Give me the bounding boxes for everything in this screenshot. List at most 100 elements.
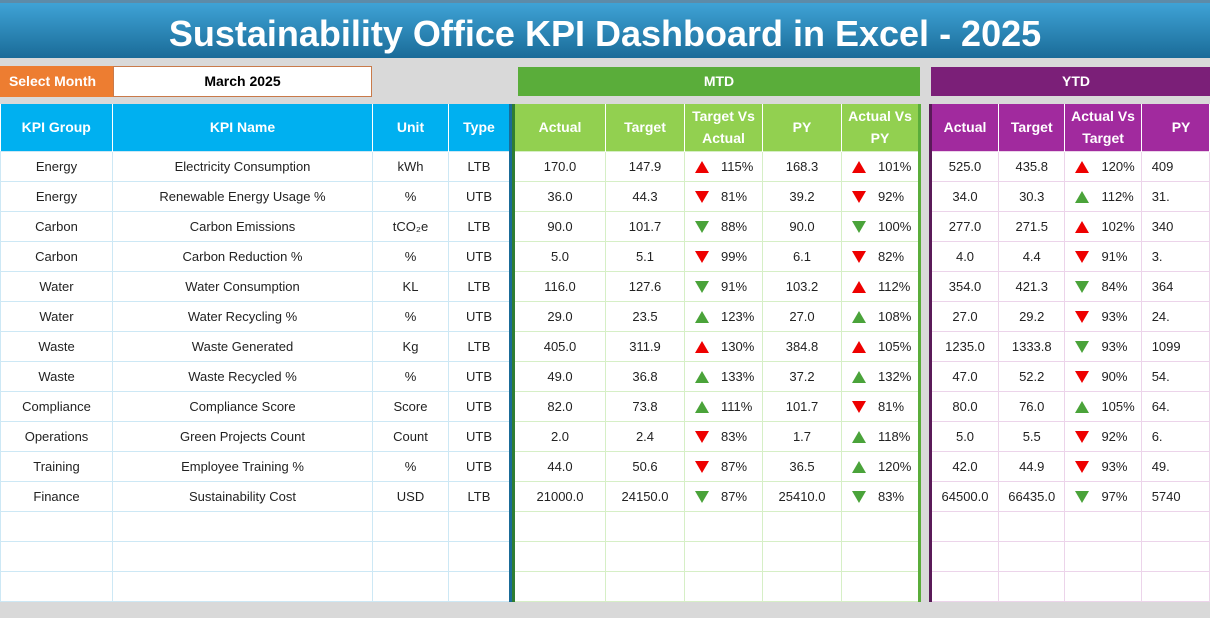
percent-value: 133%: [721, 368, 755, 384]
mtd-py: 39.2: [762, 180, 842, 212]
ytd-actual: 27.0: [929, 300, 1000, 332]
col-mtd-py: PY: [762, 104, 842, 151]
trend-arrow-icon: [1075, 401, 1090, 414]
ytd-target: 435.8: [998, 150, 1066, 182]
ytd-actual-vs-target: 93%: [1064, 300, 1142, 332]
mtd-actual-vs-py: 82%: [841, 240, 920, 272]
mtd-actual-vs-py: 100%: [841, 210, 920, 242]
mtd-actual: 49.0: [513, 360, 606, 392]
mtd-target: 2.4: [605, 420, 685, 452]
percent-value: 91%: [721, 278, 748, 294]
mtd-py: 6.1: [762, 240, 842, 272]
mtd-actual-vs-py: 105%: [841, 330, 920, 362]
type: LTB: [448, 330, 511, 362]
mtd-target: 24150.0: [605, 480, 685, 512]
col-kpi-name: KPI Name: [112, 104, 373, 151]
percent-value: 84%: [1101, 278, 1128, 294]
mtd-py: 384.8: [762, 330, 842, 362]
ytd-row: 34.0 30.3 112% 31.: [929, 180, 1210, 212]
mtd-row: 5.0 5.1 99% 6.1 82%: [513, 240, 920, 272]
mtd-target-vs-actual: 99%: [684, 240, 763, 272]
unit: kWh: [372, 150, 449, 182]
ytd-row: 4.0 4.4 91% 3.: [929, 240, 1210, 272]
mtd-target-vs-actual: 115%: [684, 150, 763, 182]
ytd-actual-vs-target: 97%: [1064, 480, 1142, 512]
percent-value: 112%: [1101, 188, 1134, 204]
mtd-target-vs-actual: 130%: [684, 330, 763, 362]
trend-arrow-icon: [695, 311, 709, 324]
ytd-row: 354.0 421.3 84% 364: [929, 270, 1210, 302]
mtd-py: 36.5: [762, 450, 842, 482]
ytd-target: 421.3: [998, 270, 1066, 302]
unit: %: [372, 240, 449, 272]
type: LTB: [448, 480, 511, 512]
percent-value: 130%: [721, 338, 755, 354]
percent-value: 100%: [878, 218, 912, 234]
mtd-row: 170.0 147.9 115% 168.3 101%: [513, 150, 920, 182]
col-mtd-actual-vs-py: Actual Vs PY: [841, 104, 920, 151]
kpi-row: Energy Electricity Consumption kWh LTB: [0, 150, 511, 182]
col-ytd-py: PY: [1141, 104, 1210, 151]
kpi-group: Energy: [0, 150, 113, 182]
mtd-target: 44.3: [605, 180, 685, 212]
percent-value: 81%: [878, 398, 905, 414]
ytd-target: 271.5: [998, 210, 1066, 242]
trend-arrow-icon: [852, 431, 866, 444]
trend-arrow-icon: [695, 161, 709, 174]
kpi-group: Training: [0, 450, 113, 482]
percent-value: 102%: [1101, 218, 1135, 234]
trend-arrow-icon: [852, 221, 866, 234]
ytd-py: 1099: [1140, 330, 1210, 362]
ytd-actual-vs-target: 120%: [1064, 150, 1142, 182]
kpi-name: Waste Recycled %: [112, 360, 373, 392]
mtd-target-vs-actual: 88%: [684, 210, 763, 242]
ytd-actual-vs-target: 105%: [1064, 390, 1142, 422]
ytd-row: 80.0 76.0 105% 64.: [929, 390, 1210, 422]
kpi-group: Water: [0, 270, 113, 302]
kpi-name: Water Consumption: [112, 270, 373, 302]
kpi-name: Carbon Emissions: [112, 210, 373, 242]
mtd-target: 73.8: [605, 390, 685, 422]
percent-value: 115%: [721, 158, 754, 174]
percent-value: 105%: [1101, 398, 1135, 414]
trend-arrow-icon: [1075, 191, 1090, 204]
empty-row: [0, 510, 511, 542]
mtd-target-vs-actual: 91%: [684, 270, 763, 302]
kpi-name: Waste Generated: [112, 330, 373, 362]
dashboard-title: Sustainability Office KPI Dashboard in E…: [0, 0, 1210, 58]
ytd-actual-vs-target: 92%: [1064, 420, 1142, 452]
mtd-actual: 5.0: [513, 240, 606, 272]
empty-row: [0, 570, 511, 602]
ytd-py: 64.: [1140, 390, 1210, 422]
kpi-group: Compliance: [0, 390, 113, 422]
kpi-name: Employee Training %: [112, 450, 373, 482]
kpi-row: Carbon Carbon Reduction %% UTB: [0, 240, 511, 272]
ytd-actual: 4.0: [929, 240, 1000, 272]
mtd-target: 5.1: [605, 240, 685, 272]
ytd-actual-vs-target: 93%: [1064, 450, 1142, 482]
ytd-actual-vs-target: 102%: [1064, 210, 1142, 242]
kpi-row: Waste Waste Generated Kg LTB: [0, 330, 511, 362]
mtd-actual: 21000.0: [513, 480, 606, 512]
type: UTB: [448, 450, 511, 482]
mtd-actual-vs-py: 120%: [841, 450, 920, 482]
mtd-actual: 405.0: [513, 330, 606, 362]
ytd-actual-vs-target: 93%: [1064, 330, 1142, 362]
percent-value: 87%: [721, 488, 748, 504]
percent-value: 81%: [721, 188, 748, 204]
empty-row: [929, 570, 1210, 602]
ytd-target: 30.3: [998, 180, 1066, 212]
kpi-group: Finance: [0, 480, 113, 512]
ytd-target: 44.9: [998, 450, 1066, 482]
type: LTB: [448, 210, 511, 242]
month-selector[interactable]: March 2025: [113, 66, 372, 97]
percent-value: 83%: [878, 488, 905, 504]
mtd-target: 23.5: [605, 300, 685, 332]
ytd-actual-vs-target: 84%: [1064, 270, 1142, 302]
mtd-actual-vs-py: 108%: [841, 300, 920, 332]
mtd-py: 103.2: [762, 270, 842, 302]
select-month-label: Select Month: [0, 66, 113, 97]
trend-arrow-icon: [695, 251, 709, 264]
kpi-row: Water Water Recycling %% UTB: [0, 300, 511, 332]
percent-value: 132%: [878, 368, 912, 384]
